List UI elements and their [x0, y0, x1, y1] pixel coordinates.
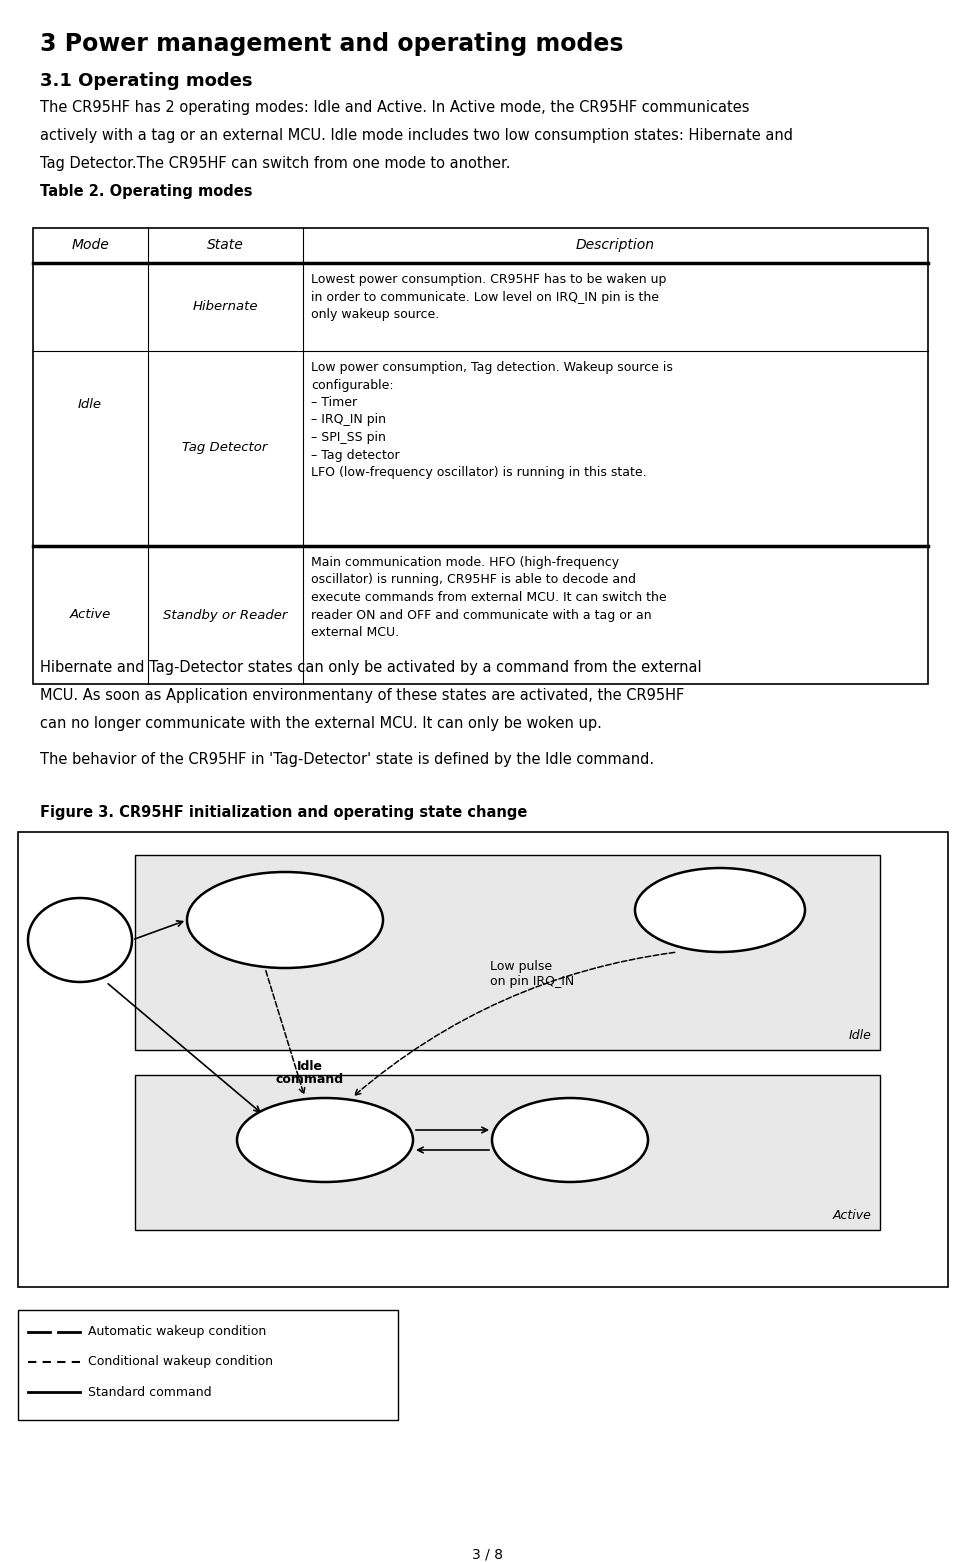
Text: The CR95HF has 2 operating modes: Idle and Active. In Active mode, the CR95HF co: The CR95HF has 2 operating modes: Idle a… — [40, 100, 750, 116]
Text: The behavior of the CR95HF in 'Tag-Detector' state is defined by the Idle comman: The behavior of the CR95HF in 'Tag-Detec… — [40, 751, 655, 767]
Text: command: command — [276, 1073, 344, 1086]
Text: Hibernate and Tag-Detector states can only be activated by a command from the ex: Hibernate and Tag-Detector states can on… — [40, 661, 701, 675]
Ellipse shape — [492, 1098, 648, 1182]
Text: Idle: Idle — [297, 1061, 323, 1073]
Text: 3 Power management and operating modes: 3 Power management and operating modes — [40, 31, 623, 56]
Text: Table 2. Operating modes: Table 2. Operating modes — [40, 184, 252, 198]
Ellipse shape — [635, 868, 805, 951]
Text: Tag Detector: Tag Detector — [182, 442, 268, 455]
Text: Standby or Reader: Standby or Reader — [163, 609, 287, 622]
Text: Hibernate: Hibernate — [686, 903, 754, 917]
Text: Tag Detector: Tag Detector — [241, 914, 329, 926]
Text: Idle: Idle — [849, 1029, 872, 1042]
Text: Mode: Mode — [71, 237, 109, 251]
Text: Description: Description — [576, 237, 655, 251]
Text: Main communication mode. HFO (high-frequency
oscillator) is running, CR95HF is a: Main communication mode. HFO (high-frequ… — [311, 556, 666, 639]
Bar — [18, 1311, 398, 1420]
Text: Active: Active — [833, 1209, 872, 1221]
Text: 3 / 8: 3 / 8 — [471, 1546, 503, 1560]
Text: Standard command: Standard command — [88, 1385, 211, 1398]
Text: MCU. As soon as Application environmentany of these states are activated, the CR: MCU. As soon as Application environmenta… — [40, 687, 685, 703]
Text: Lowest power consumption. CR95HF has to be waken up
in order to communicate. Low: Lowest power consumption. CR95HF has to … — [311, 273, 666, 322]
Text: Low pulse
on pin IRQ_IN: Low pulse on pin IRQ_IN — [490, 961, 575, 989]
Text: Automatic wakeup condition: Automatic wakeup condition — [88, 1326, 266, 1339]
Text: State: State — [206, 237, 244, 251]
Text: Figure 3. CR95HF initialization and operating state change: Figure 3. CR95HF initialization and oper… — [40, 804, 527, 820]
Text: actively with a tag or an external MCU. Idle mode includes two low consumption s: actively with a tag or an external MCU. … — [40, 128, 793, 144]
Text: 3.1 Operating modes: 3.1 Operating modes — [40, 72, 252, 91]
Bar — [33, 228, 928, 684]
Bar — [135, 1075, 880, 1229]
Ellipse shape — [187, 872, 383, 968]
Text: Idle: Idle — [78, 397, 102, 411]
Text: Reader: Reader — [545, 1132, 594, 1147]
Bar — [18, 833, 948, 1287]
Bar — [135, 854, 880, 1050]
Text: POR: POR — [65, 933, 94, 947]
Text: Conditional wakeup condition: Conditional wakeup condition — [88, 1356, 273, 1368]
Ellipse shape — [237, 1098, 413, 1182]
Text: can no longer communicate with the external MCU. It can only be woken up.: can no longer communicate with the exter… — [40, 715, 602, 731]
Text: Active: Active — [69, 609, 111, 622]
Text: Standby: Standby — [296, 1132, 354, 1147]
Text: Low power consumption, Tag detection. Wakeup source is
configurable:
– Timer
– I: Low power consumption, Tag detection. Wa… — [311, 361, 673, 480]
Text: Hibernate: Hibernate — [192, 300, 258, 314]
Ellipse shape — [28, 898, 132, 982]
Text: Tag Detector.The CR95HF can switch from one mode to another.: Tag Detector.The CR95HF can switch from … — [40, 156, 510, 170]
